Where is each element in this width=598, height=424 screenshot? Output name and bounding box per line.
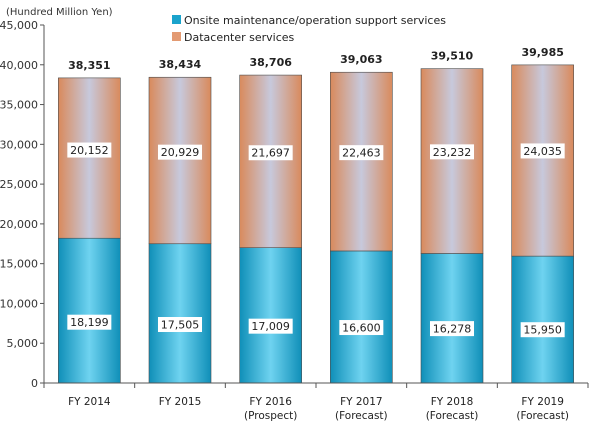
segment-label-onsite: 15,950 [523,324,562,337]
segment-label-datacenter: 21,697 [251,147,290,160]
segment-label-box [158,317,202,333]
segment-label-box [67,142,112,158]
segment-label-box [430,144,474,160]
bar-segment-datacenter [330,71,393,252]
segment-label-datacenter: 20,929 [161,146,200,159]
legend: Onsite maintenance/operation support ser… [172,14,446,44]
bar-segment-datacenter [239,74,302,248]
segment-label-box [339,320,384,336]
total-label: 39,510 [431,50,474,63]
segment-label-box [248,318,293,334]
segment-label-onsite: 16,278 [433,323,472,336]
bar-segment-datacenter [420,68,484,254]
total-label: 39,985 [521,46,563,59]
segment-label-box [430,321,474,337]
total-label: 39,063 [340,53,382,66]
bar-segment-onsite [330,250,393,384]
bar-segment-onsite [239,247,302,384]
bar-segment-datacenter [511,64,574,257]
bar-labels: 18,199 20,152 38,351 17,505 20,929 38,434 17,0… [67,46,565,338]
unit-label: (Hundred Million Yen) [6,7,113,18]
total-label: 38,351 [68,59,110,72]
y-tick-label: 0 [31,377,38,390]
y-tick-label: 25,000 [0,178,38,191]
segment-label-box [339,145,384,161]
legend-label-onsite: Onsite maintenance/operation support ser… [184,14,446,27]
x-tick-label: (Forecast) [516,410,569,422]
bar-segment-onsite [420,253,484,384]
x-tick-label: (Forecast) [335,410,388,422]
y-axis: 0 5,000 10,000 15,000 20,000 25,000 30,000 35,0… [0,19,45,390]
bar-segment-datacenter [148,76,212,245]
x-tick-label: (Forecast) [426,410,479,422]
segment-label-onsite: 18,199 [70,316,109,329]
legend-swatch-onsite [172,15,181,24]
segment-label-datacenter: 20,152 [70,144,109,157]
x-tick-label: FY 2016 [249,396,292,408]
x-tick-label: FY 2019 [521,396,564,408]
y-tick-label: 40,000 [0,59,38,72]
x-axis: FY 2014 FY 2015 FY 2016 (Prospect) FY 2017 (F… [43,382,589,422]
y-tick-label: 20,000 [0,218,38,231]
y-tick-label: 5,000 [7,337,39,350]
bar-segment-onsite [148,243,212,384]
x-tick-label: FY 2014 [68,396,111,408]
y-tick-label: 45,000 [0,19,38,32]
bar-segment-datacenter [58,77,121,239]
legend-label-datacenter: Datacenter services [184,31,295,44]
segment-label-datacenter: 23,232 [433,146,472,159]
x-tick-label: (Prospect) [244,410,297,422]
x-tick-label: FY 2017 [340,396,383,408]
total-label: 38,706 [249,56,292,69]
y-tick-label: 35,000 [0,99,38,112]
bar-segment-onsite [58,237,121,384]
y-tick-label: 10,000 [0,297,38,310]
segment-label-box [248,145,293,161]
segment-label-onsite: 17,505 [161,319,200,332]
segment-label-datacenter: 24,035 [523,145,562,158]
y-tick-label: 15,000 [0,258,38,271]
segment-label-box [158,144,202,160]
y-tick-label: 30,000 [0,138,38,151]
segment-label-onsite: 17,009 [251,320,290,333]
x-tick-label: FY 2015 [159,396,202,408]
segment-label-onsite: 16,600 [342,322,381,335]
bars [58,64,574,384]
segment-label-datacenter: 22,463 [342,147,381,160]
x-tick-label: FY 2018 [431,396,474,408]
segment-label-box [520,322,565,338]
legend-swatch-datacenter [172,32,181,41]
bar-segment-onsite [511,255,574,384]
total-label: 38,434 [159,58,202,71]
segment-label-box [520,143,565,159]
segment-label-box [67,314,112,330]
